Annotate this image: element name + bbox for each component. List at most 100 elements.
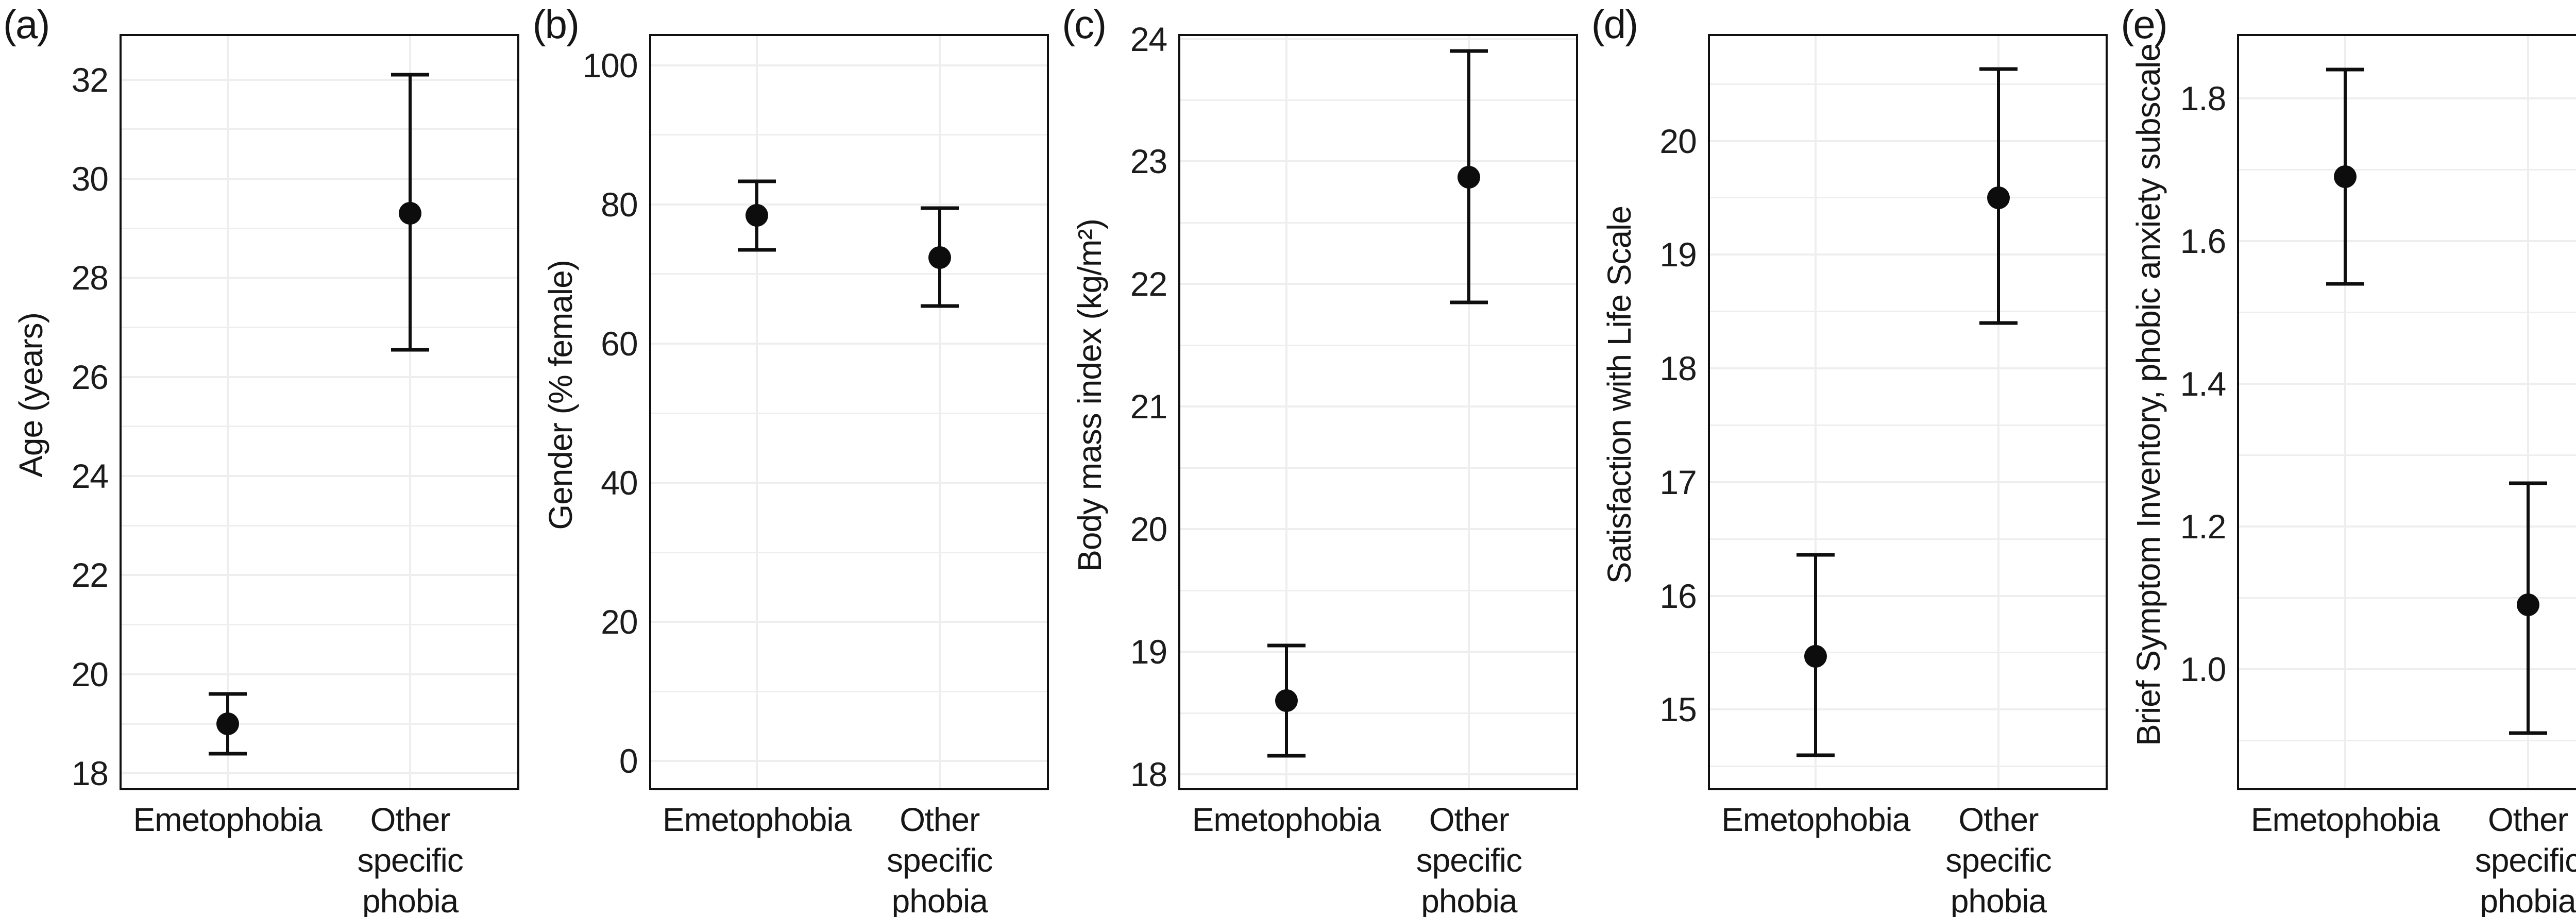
minor-gridline — [1707, 311, 2108, 313]
major-gridline — [1707, 253, 2108, 256]
major-gridline — [120, 376, 519, 378]
y-axis-title-swls: Satisfaction with Life Scale — [1600, 206, 1638, 584]
y-tick-label: 18 — [1130, 755, 1167, 794]
major-gridline — [120, 78, 519, 81]
major-gridline — [649, 482, 1049, 484]
error-bar-cap-top — [1797, 553, 1835, 557]
mean-point — [1275, 689, 1298, 712]
y-tick-label: 19 — [1659, 235, 1697, 274]
y-tick-label: 21 — [1130, 387, 1167, 426]
major-gridline — [120, 574, 519, 576]
y-tick-label: 1.8 — [2180, 79, 2227, 117]
major-gridline — [649, 64, 1049, 66]
minor-gridline — [1707, 766, 2108, 768]
mean-point — [399, 202, 422, 225]
minor-gridline — [1707, 197, 2108, 199]
major-gridline — [649, 342, 1049, 345]
error-bar-cap-bottom — [738, 248, 776, 252]
panel-border — [2237, 34, 2576, 790]
minor-gridline — [649, 690, 1049, 692]
major-gridline — [649, 760, 1049, 762]
minor-gridline — [1707, 424, 2108, 426]
panel-border — [1178, 34, 1579, 790]
major-gridline — [2237, 668, 2576, 670]
error-bar-cap-bottom — [391, 348, 430, 352]
y-tick-label: 1.0 — [2180, 650, 2227, 688]
category-gridline — [938, 34, 941, 790]
major-gridline — [2237, 382, 2576, 385]
error-bar-cap-top — [2509, 481, 2547, 485]
error-bar-cap-top — [391, 73, 430, 77]
panel-b-gender: (b) Gender (% female) 0 20 40 60 80 100 Emetop… — [530, 0, 1059, 917]
y-tick-label: 1.4 — [2180, 364, 2227, 403]
minor-gridline — [120, 128, 519, 130]
minor-gridline — [649, 134, 1049, 136]
y-tick-label: 100 — [582, 46, 638, 84]
mean-point — [2516, 593, 2539, 616]
y-tick-label: 1.2 — [2180, 507, 2227, 546]
mean-point — [1987, 186, 2010, 209]
x-category-label: Other specific phobia — [357, 801, 463, 917]
x-category-label: Emetophobia — [133, 801, 322, 838]
x-category-label: Emetophobia — [1721, 801, 1910, 838]
mean-point — [1458, 166, 1481, 189]
x-category-label: Emetophobia — [1192, 801, 1381, 838]
minor-gridline — [1178, 344, 1579, 346]
plot-area-bmi: 18 19 20 21 22 23 24 Emetophobia Other specific ph… — [1059, 0, 1588, 917]
y-tick-label: 0 — [619, 742, 638, 780]
mean-point — [2333, 165, 2357, 188]
category-gridline — [1285, 34, 1287, 790]
y-tick-label: 18 — [71, 754, 109, 793]
y-tick-label: 18 — [1659, 349, 1697, 387]
y-tick-label: 60 — [601, 324, 638, 363]
x-category-label: Emetophobia — [2250, 801, 2440, 838]
error-bar-cap-top — [208, 692, 247, 696]
mean-point — [216, 712, 239, 736]
minor-gridline — [120, 227, 519, 229]
plot-area-age: 18 20 22 24 26 28 30 32 Emetophobia Other specific… — [0, 0, 530, 917]
y-tick-label: 15 — [1659, 690, 1697, 729]
major-gridline — [120, 673, 519, 675]
category-gridline — [756, 34, 758, 790]
mean-point — [928, 246, 951, 269]
panel-letter-e: (e) — [2121, 2, 2167, 47]
panel-letter-b: (b) — [532, 2, 580, 47]
minor-gridline — [649, 273, 1049, 275]
y-tick-label: 22 — [1130, 265, 1167, 303]
y-tick-label: 16 — [1659, 576, 1697, 615]
major-gridline — [1178, 528, 1579, 531]
major-gridline — [649, 203, 1049, 206]
category-gridline — [226, 34, 229, 790]
minor-gridline — [120, 723, 519, 725]
major-gridline — [1178, 160, 1579, 163]
error-bar-cap-bottom — [920, 304, 959, 308]
minor-gridline — [2237, 454, 2576, 456]
panel-a-age: (a) Age (years) 18 20 22 24 26 28 30 32 Emetopho… — [0, 0, 530, 917]
error-bar-cap-top — [1979, 67, 2018, 71]
error-bar-cap-bottom — [1267, 754, 1306, 758]
y-tick-label: 1.6 — [2180, 222, 2227, 260]
major-gridline — [120, 177, 519, 180]
x-category-label: Other specific phobia — [1945, 801, 2052, 917]
minor-gridline — [1178, 99, 1579, 101]
x-category-label: Emetophobia — [663, 801, 852, 838]
error-bar-cap-bottom — [1450, 300, 1488, 304]
y-tick-label: 30 — [71, 159, 109, 198]
major-gridline — [1707, 595, 2108, 597]
panel-border — [649, 34, 1049, 790]
minor-gridline — [2237, 597, 2576, 599]
category-gridline — [1997, 34, 1999, 790]
y-tick-label: 20 — [71, 655, 109, 693]
major-gridline — [2237, 97, 2576, 99]
minor-gridline — [2237, 311, 2576, 313]
y-tick-label: 26 — [71, 358, 109, 396]
minor-gridline — [1707, 652, 2108, 654]
minor-gridline — [1178, 467, 1579, 469]
plot-area-gender: 0 20 40 60 80 100 Emetophobia Other specific phob… — [530, 0, 1059, 917]
category-gridline — [409, 34, 412, 790]
major-gridline — [649, 621, 1049, 623]
y-tick-label: 80 — [601, 185, 638, 224]
y-axis-title-gender: Gender (% female) — [541, 260, 579, 530]
major-gridline — [120, 772, 519, 775]
major-gridline — [120, 277, 519, 279]
